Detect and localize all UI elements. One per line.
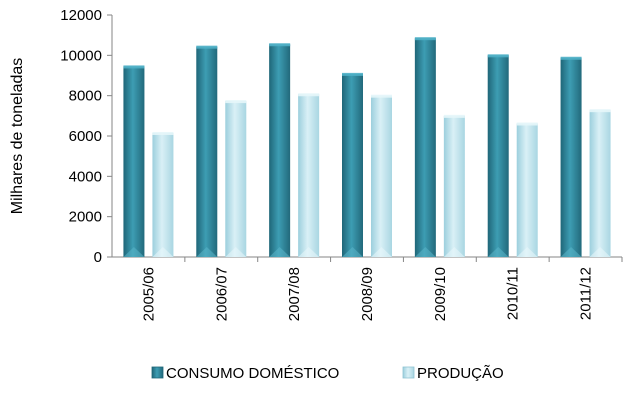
y-tick-label: 4000 bbox=[69, 168, 102, 185]
legend-swatch bbox=[402, 366, 415, 379]
bar-consumo bbox=[560, 56, 582, 258]
bar-consumo bbox=[269, 43, 291, 257]
x-tick-label: 2009/10 bbox=[432, 267, 449, 321]
bar-producao bbox=[443, 114, 465, 257]
y-axis-title: Milhares de toneladas bbox=[9, 58, 26, 215]
y-tick-label: 2000 bbox=[69, 209, 102, 226]
legend-label: CONSUMO DOMÉSTICO bbox=[166, 365, 339, 382]
y-tick-label: 6000 bbox=[69, 128, 102, 145]
y-tick-label: 10000 bbox=[60, 47, 102, 64]
bar-consumo bbox=[487, 54, 509, 258]
bar-producao bbox=[371, 94, 392, 258]
x-tick-label: 2010/11 bbox=[505, 267, 522, 320]
y-tick-label: 8000 bbox=[69, 88, 102, 105]
bar-consumo bbox=[342, 72, 363, 258]
y-tick-label: 0 bbox=[94, 249, 102, 266]
bar-consumo bbox=[414, 37, 436, 257]
bar-consumo bbox=[196, 45, 218, 257]
bar-producao bbox=[152, 131, 174, 257]
legend-item-producao: PRODUÇÃO bbox=[402, 365, 504, 382]
legend-swatch bbox=[151, 366, 164, 379]
bar-producao bbox=[298, 93, 320, 257]
x-tick-label: 2011/12 bbox=[578, 267, 595, 320]
bar-consumo bbox=[123, 65, 145, 257]
x-tick-label: 2005/06 bbox=[140, 267, 157, 321]
x-tick-label: 2008/09 bbox=[359, 267, 376, 321]
x-tick-label: 2007/08 bbox=[286, 267, 303, 321]
bar-producao bbox=[225, 100, 247, 257]
x-tick-label: 2006/07 bbox=[213, 267, 230, 321]
y-tick-label: 12000 bbox=[60, 7, 102, 24]
legend-label: PRODUÇÃO bbox=[417, 365, 504, 382]
bar-producao bbox=[516, 122, 538, 257]
bar-producao bbox=[589, 109, 611, 257]
legend-item-consumo: CONSUMO DOMÉSTICO bbox=[151, 365, 339, 382]
